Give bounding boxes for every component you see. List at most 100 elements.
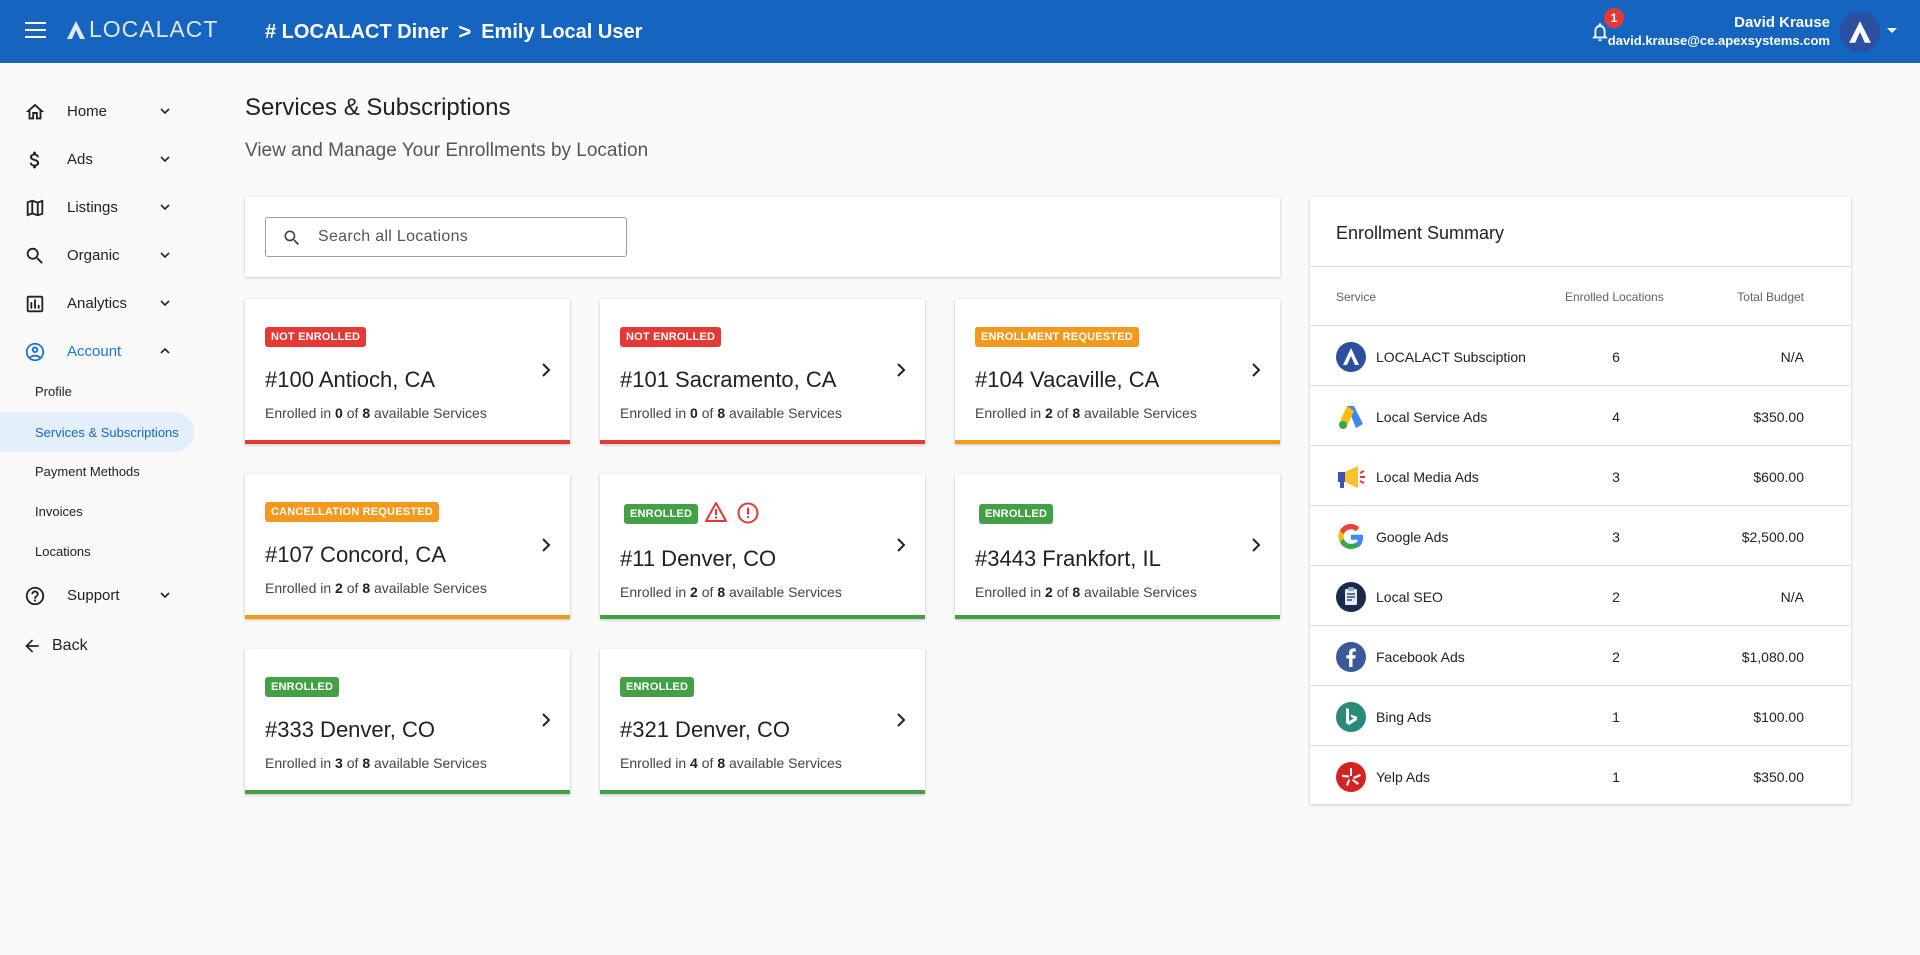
service-name: Facebook Ads [1376,649,1465,665]
enrolled-count: 1 [1612,769,1620,785]
location-enrollment-text: Enrolled in 3 of 8 available Services [265,755,487,771]
sidebar-item-support[interactable]: Support [0,577,200,613]
chevron-down-icon [160,156,170,163]
location-title: #333 Denver, CO [265,717,435,742]
chevron-down-icon [160,108,170,115]
location-card[interactable]: NOT ENROLLED #100 Antioch, CA Enrolled i… [245,299,570,444]
breadcrumb-user[interactable]: Emily Local User [481,20,643,43]
back-label: Back [52,637,88,654]
avatar[interactable] [1840,12,1880,52]
localact-logo-icon [1336,342,1366,372]
location-title: #11 Denver, CO [620,546,777,571]
total-budget: N/A [1780,349,1804,365]
sidebar-item-label: Support [67,586,120,604]
sidebar-sub-profile[interactable]: Profile [35,383,72,399]
sidebar-item-ads[interactable]: Ads [0,141,200,177]
sidebar-item-label: Account [67,342,122,360]
service-name: LOCALACT Subsciption [1376,349,1526,365]
location-card[interactable]: ENROLLMENT REQUESTED #104 Vacaville, CA … [955,299,1280,444]
sidebar-item-label: Ads [67,150,93,168]
page-title: Services & Subscriptions [245,94,511,121]
chevron-right-icon [1252,538,1261,552]
user-name: David Krause [1734,14,1830,31]
table-row: Google Ads 3 $2,500.00 [1310,506,1851,566]
location-card[interactable]: ENROLLED #11 Denver, CO Enrolled in 2 of… [600,474,925,619]
dollar-icon [29,151,40,169]
sidebar-item-account[interactable]: Account [0,333,200,369]
service-name: Google Ads [1376,529,1449,545]
search-icon [26,247,43,264]
arrow-left-icon [25,639,39,653]
table-row: Local Media Ads 3 $600.00 [1310,446,1851,506]
location-enrollment-text: Enrolled in 2 of 8 available Services [975,584,1197,600]
notification-count-badge: 1 [1604,8,1624,28]
sidebar-item-organic[interactable]: Organic [0,237,200,273]
enrolled-count: 1 [1612,709,1620,725]
location-title: #3443 Frankfort, IL [975,546,1161,571]
menu-icon[interactable] [25,22,46,40]
status-badge: ENROLLMENT REQUESTED [975,327,1139,347]
service-name: Bing Ads [1376,709,1432,725]
location-card[interactable]: ENROLLED #3443 Frankfort, IL Enrolled in… [955,474,1280,619]
service-name: Local Media Ads [1376,469,1479,485]
location-card[interactable]: NOT ENROLLED #101 Sacramento, CA Enrolle… [600,299,925,444]
home-icon [25,103,45,120]
breadcrumb-account[interactable]: # LOCALACT Diner [265,20,449,43]
search-input[interactable] [318,226,618,248]
status-badge: ENROLLED [979,504,1054,524]
total-budget: $600.00 [1753,469,1804,485]
sidebar-item-home[interactable]: Home [0,93,200,129]
warning-triangle-icon[interactable] [704,501,728,523]
sidebar-sub-invoices[interactable]: Invoices [35,503,83,519]
chevron-right-icon [897,713,906,727]
back-button[interactable]: Back [22,636,88,656]
sidebar-item-label: Listings [67,198,118,216]
search-card [245,197,1280,277]
location-card[interactable]: ENROLLED #321 Denver, CO Enrolled in 4 o… [600,649,925,794]
sidebar-item-label: Analytics [67,294,128,312]
page-subtitle: View and Manage Your Enrollments by Loca… [245,140,649,161]
total-budget: $2,500.00 [1741,529,1804,545]
facebook-icon [1336,642,1366,672]
location-card[interactable]: CANCELLATION REQUESTED #107 Concord, CA … [245,474,570,619]
notifications-bell-icon[interactable] [1589,20,1611,44]
status-badge: ENROLLED [624,504,699,524]
user-menu-caret-icon[interactable] [1887,28,1897,33]
location-card[interactable]: ENROLLED #333 Denver, CO Enrolled in 3 o… [245,649,570,794]
google-icon [1338,523,1364,550]
enrolled-count: 3 [1612,529,1620,545]
summary-title: Enrollment Summary [1336,223,1505,243]
localact-avatar-icon [1849,21,1871,43]
error-circle-icon[interactable] [736,501,760,525]
enrollment-summary-card: Enrollment Summary Service Enrolled Loca… [1310,197,1851,804]
sidebar-item-listings[interactable]: Listings [0,189,200,225]
service-name: Local Service Ads [1376,409,1488,425]
sidebar-item-label: Home [67,102,108,120]
chevron-right-icon [542,363,551,377]
status-badge: ENROLLED [620,677,695,697]
total-budget: $1,080.00 [1741,649,1804,665]
location-enrollment-text: Enrolled in 2 of 8 available Services [620,584,842,600]
table-row: Bing Ads 1 $100.00 [1310,686,1851,746]
table-row: LOCALACT Subsciption 6 N/A [1310,326,1851,386]
chevron-right-icon [897,538,906,552]
yelp-icon [1336,762,1366,792]
location-enrollment-text: Enrolled in 2 of 8 available Services [265,580,487,596]
location-title: #107 Concord, CA [265,542,446,567]
table-row: Yelp Ads 1 $350.00 [1310,746,1851,806]
sidebar-sub-locations[interactable]: Locations [35,543,91,559]
sidebar-sub-services-subscriptions[interactable]: Services & Subscriptions [0,412,194,452]
location-title: #101 Sacramento, CA [620,367,837,392]
sidebar-nav: Home Ads Listings Organic Analytics Acco… [0,63,200,955]
top-app-bar: LOCALACT # LOCALACT Diner > Emily Local … [0,0,1920,63]
sidebar-sub-payment-methods[interactable]: Payment Methods [35,463,140,479]
search-field[interactable] [265,217,627,257]
logo-text: LOCALACT [89,16,219,42]
enrolled-count: 4 [1612,409,1620,425]
sidebar-item-analytics[interactable]: Analytics [0,285,200,321]
enrolled-count: 6 [1612,349,1620,365]
user-info[interactable]: David Krause david.krause@ce.apexsystems… [1608,14,1830,48]
service-name: Yelp Ads [1376,769,1430,785]
app-logo[interactable]: LOCALACT [66,16,218,43]
google-ads-icon [1339,406,1363,429]
